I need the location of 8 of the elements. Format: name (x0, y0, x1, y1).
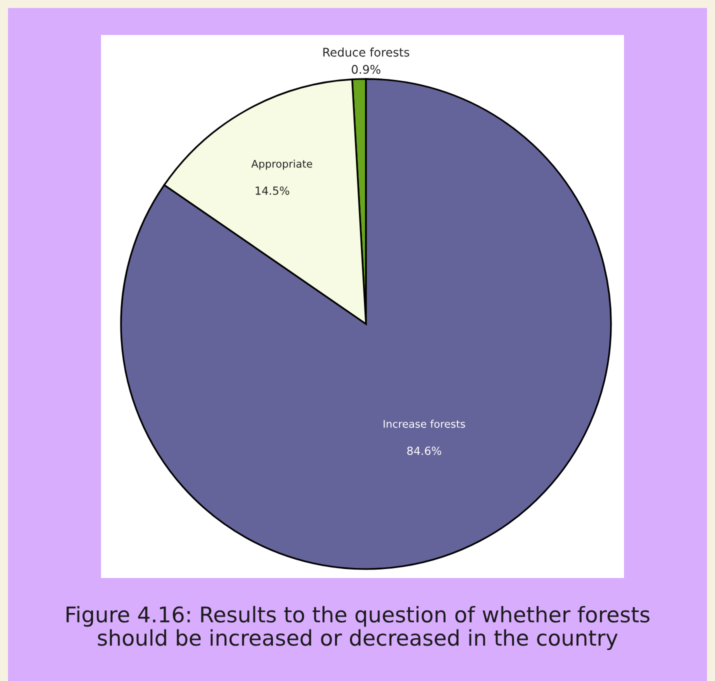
pie-slice (120, 78, 612, 570)
data-label: 0.9% (352, 64, 380, 74)
slice-label: Increase forests (384, 420, 466, 428)
slice-label: Reduce forests (323, 48, 410, 57)
data-label: 14.5% (256, 186, 290, 195)
caption: Figure 4.16: Results to the question of whether forests should be increased or decreased in the country (66, 606, 650, 650)
data-label: 84.6% (407, 446, 442, 455)
slice-label: Appropriate (251, 160, 312, 170)
